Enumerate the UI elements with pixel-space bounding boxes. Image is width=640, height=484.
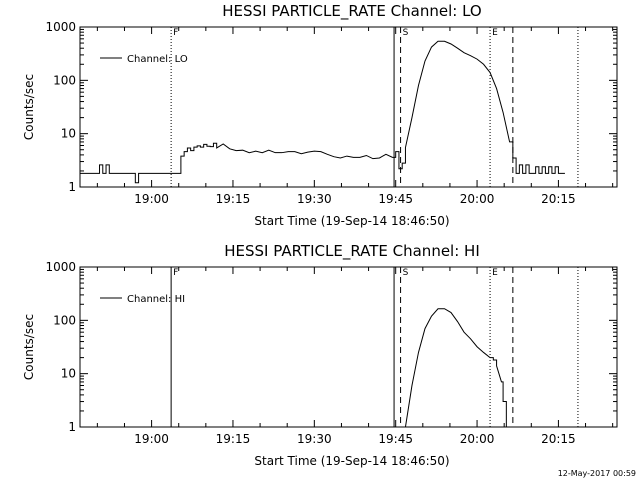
panel-lo: HESSI PARTICLE_RATE Channel: LO Start Ti… bbox=[22, 2, 618, 228]
x-tick-label: 20:00 bbox=[460, 432, 495, 446]
panel-hi: HESSI PARTICLE_RATE Channel: HI Start Ti… bbox=[22, 242, 618, 468]
y-tick-label: 1000 bbox=[45, 260, 76, 274]
y-tick-label: 1000 bbox=[45, 20, 76, 34]
y-tick-label: 100 bbox=[53, 313, 76, 327]
series-line bbox=[404, 308, 507, 427]
y-tick-label: 10 bbox=[61, 367, 76, 381]
annotation-label: F bbox=[173, 268, 178, 278]
x-axis-label: Start Time (19-Sep-14 18:46:50) bbox=[254, 214, 449, 228]
annotation-label: E bbox=[492, 268, 498, 278]
x-tick-label: 19:30 bbox=[297, 432, 332, 446]
annotation-label: S bbox=[403, 28, 409, 38]
y-axis-label: Counts/sec bbox=[22, 314, 36, 380]
footer-timestamp: 12-May-2017 00:59 bbox=[557, 469, 636, 478]
x-tick-label: 19:45 bbox=[378, 192, 413, 206]
legend-label: Channel: HI bbox=[127, 294, 185, 305]
x-tick-label: 20:00 bbox=[460, 192, 495, 206]
chart-title: HESSI PARTICLE_RATE Channel: LO bbox=[222, 2, 481, 21]
x-tick-label: 19:15 bbox=[216, 432, 251, 446]
x-tick-label: 19:30 bbox=[297, 192, 332, 206]
x-tick-label: 20:15 bbox=[541, 192, 576, 206]
x-axis-label: Start Time (19-Sep-14 18:46:50) bbox=[254, 454, 449, 468]
y-tick-label: 1 bbox=[68, 420, 76, 434]
legend-label: Channel: LO bbox=[127, 54, 188, 65]
y-tick-label: 100 bbox=[53, 73, 76, 87]
x-tick-label: 19:00 bbox=[134, 192, 169, 206]
annotation-label: F bbox=[173, 28, 178, 38]
x-tick-label: 20:15 bbox=[541, 432, 576, 446]
annotation-label: S bbox=[403, 268, 409, 278]
chart-title: HESSI PARTICLE_RATE Channel: HI bbox=[224, 242, 480, 261]
plot-frame bbox=[79, 26, 618, 188]
x-tick-label: 19:15 bbox=[216, 192, 251, 206]
y-tick-label: 1 bbox=[68, 180, 76, 194]
y-axis-label: Counts/sec bbox=[22, 74, 36, 140]
x-tick-label: 19:00 bbox=[134, 432, 169, 446]
y-tick-label: 10 bbox=[61, 127, 76, 141]
x-tick-label: 19:45 bbox=[378, 432, 413, 446]
annotation-label: E bbox=[492, 28, 498, 38]
series-line bbox=[80, 40, 565, 184]
plot-frame bbox=[79, 266, 618, 428]
